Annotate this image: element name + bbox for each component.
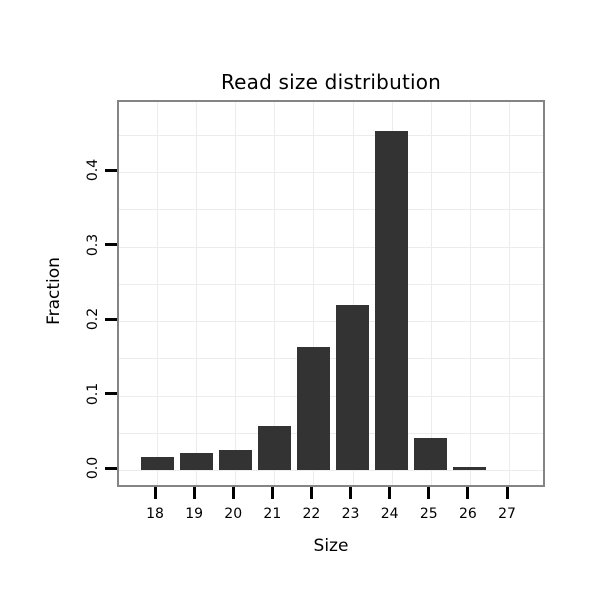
x-tick-label: 25: [419, 506, 438, 522]
bar: [140, 456, 174, 470]
x-tick-label: 22: [302, 506, 321, 522]
y-tick-label: 0.3: [85, 233, 101, 256]
h-gridline: [119, 321, 543, 322]
h-gridline: [119, 358, 543, 360]
v-gridline: [469, 102, 471, 485]
bar: [453, 467, 487, 470]
bar: [218, 449, 252, 470]
x-tick: [427, 487, 431, 499]
v-gridline: [313, 102, 315, 485]
y-tick: [105, 243, 117, 246]
x-tick: [349, 487, 353, 499]
v-gridline: [352, 102, 354, 485]
v-gridline: [235, 102, 237, 485]
h-gridline: [119, 470, 543, 471]
h-gridline: [119, 395, 543, 397]
y-tick-label: 0.1: [85, 382, 101, 405]
plot-panel: [117, 100, 545, 487]
h-gridline: [119, 283, 543, 285]
v-gridline: [196, 102, 198, 485]
v-gridline: [430, 102, 432, 485]
x-tick: [231, 487, 235, 499]
y-tick: [105, 317, 117, 321]
x-tick-label: 19: [185, 506, 204, 522]
v-gridline: [157, 102, 158, 485]
bar: [375, 131, 409, 470]
x-tick-label: 27: [498, 506, 516, 522]
x-tick: [466, 487, 470, 499]
x-tick-label: 21: [263, 506, 282, 522]
x-tick: [192, 487, 196, 499]
y-tick-label: 0.0: [85, 456, 101, 480]
h-gridline: [119, 432, 543, 434]
x-tick: [505, 487, 509, 499]
x-axis-label: Size: [313, 536, 349, 556]
x-tick-label: 18: [146, 506, 164, 522]
v-gridline: [274, 102, 276, 485]
x-tick: [153, 487, 157, 499]
bar: [179, 452, 213, 470]
x-tick-label: 24: [380, 506, 399, 522]
y-tick: [105, 392, 117, 395]
bar: [336, 304, 370, 470]
y-axis-label: Fraction: [44, 257, 64, 325]
y-tick: [105, 466, 117, 470]
y-tick: [105, 168, 117, 172]
y-tick-label: 0.4: [85, 158, 101, 182]
v-gridline: [509, 102, 510, 485]
bar: [296, 347, 330, 470]
h-gridline: [119, 246, 543, 248]
chart-title: Read size distribution: [220, 70, 442, 94]
x-tick: [309, 487, 313, 499]
bar: [414, 437, 448, 470]
bar: [257, 426, 291, 470]
x-tick: [388, 487, 392, 499]
y-tick-label: 0.2: [85, 307, 101, 331]
h-gridline: [119, 209, 543, 211]
h-gridline: [119, 134, 543, 136]
h-gridline: [119, 172, 543, 173]
x-tick-label: 23: [341, 506, 360, 522]
x-tick-label: 26: [458, 506, 477, 522]
x-tick-label: 20: [224, 506, 243, 522]
x-tick: [270, 487, 274, 499]
